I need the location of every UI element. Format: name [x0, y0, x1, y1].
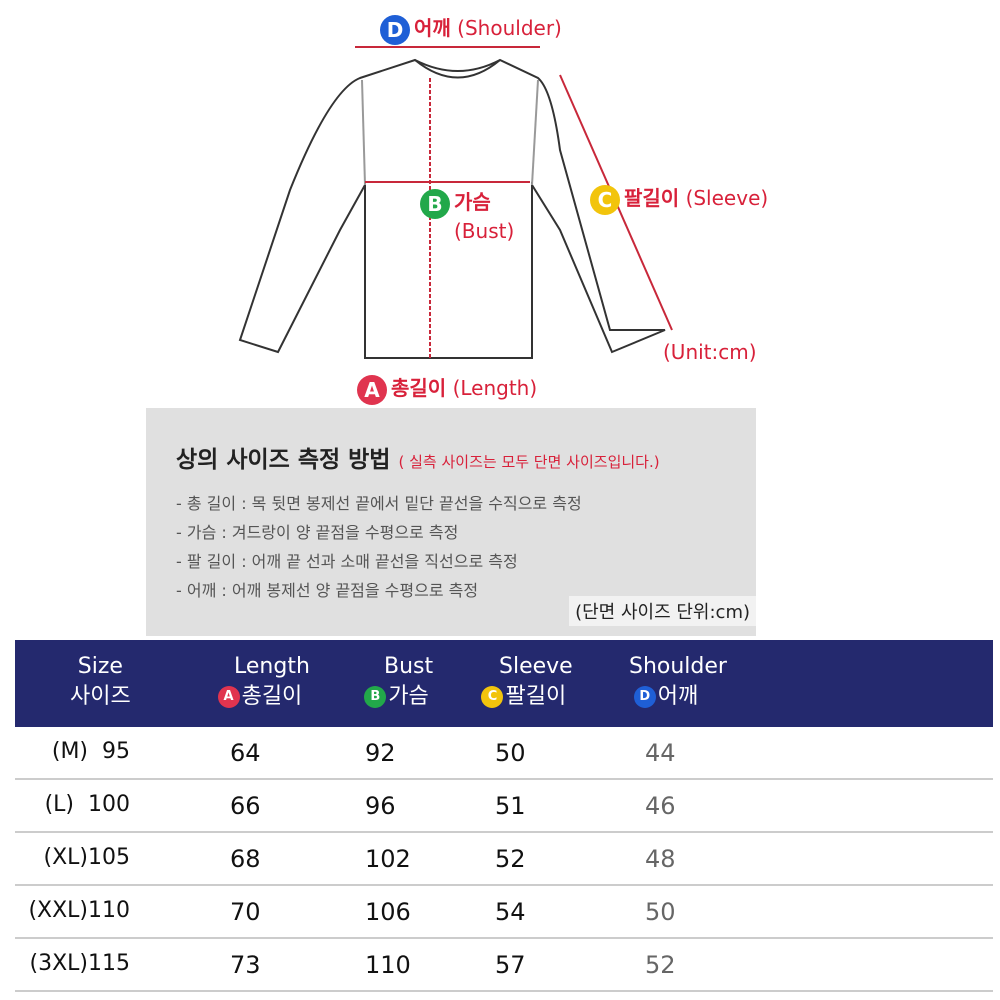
label-sleeve: C 팔길이 (Sleeve) — [590, 182, 768, 215]
table-cell: 96 — [365, 792, 396, 820]
column-header-ko-text: 어깨 — [657, 684, 699, 709]
column-header: Sleeve C 팔길이 — [475, 652, 573, 712]
table-header: Size 사이즈 Length A 총길이 Bust B 가슴 Sleeve C 팔길이 Should… — [15, 640, 993, 727]
table-cell: 57 — [495, 951, 526, 979]
measurement-guide: 상의 사이즈 측정 방법 ( 실측 사이즈는 모두 단면 사이즈입니다.) - … — [146, 408, 756, 636]
step: - 어깨 : 어깨 봉제선 양 끝점을 수평으로 측정 — [176, 581, 479, 600]
column-header: Bust B 가슴 — [360, 652, 433, 712]
column-header-en: Size — [77, 654, 123, 679]
column-header: Shoulder D 어깨 — [605, 652, 727, 712]
table-cell: 68 — [230, 845, 261, 873]
step: - 총 길이 : 목 뒷면 봉제선 끝에서 밑단 끝선을 수직으로 측정 — [176, 494, 582, 513]
column-header-ko: C 팔길이 — [475, 682, 573, 712]
column-header-en: Length — [234, 654, 310, 679]
table-cell: 46 — [645, 792, 676, 820]
label-shoulder: D 어깨 (Shoulder) — [380, 12, 562, 45]
table-cell: 52 — [645, 951, 676, 979]
table-row: (L) 100 66 96 51 46 — [15, 780, 993, 833]
column-header-ko-text: 총길이 — [241, 684, 303, 709]
guide-title: 상의 사이즈 측정 방법 ( 실측 사이즈는 모두 단면 사이즈입니다.) — [176, 447, 660, 473]
table-cell: 52 — [495, 845, 526, 873]
label-length: A 총길이 (Length) — [357, 372, 537, 405]
column-header-ko: B 가슴 — [360, 682, 433, 712]
table-cell: 92 — [365, 739, 396, 767]
column-header: Length A 총길이 — [210, 652, 310, 712]
table-row: (XL)105 68 102 52 48 — [15, 833, 993, 886]
table-cell: 50 — [495, 739, 526, 767]
column-header-en: Shoulder — [629, 654, 727, 679]
column-header-ko: 사이즈 — [70, 682, 131, 712]
column-header: Size 사이즈 — [70, 652, 131, 712]
table-cell: 102 — [365, 845, 411, 873]
table-cell: 73 — [230, 951, 261, 979]
table-row: (XXL)110 70 106 54 50 — [15, 886, 993, 939]
size-table: Size 사이즈 Length A 총길이 Bust B 가슴 Sleeve C 팔길이 Should… — [15, 640, 993, 992]
label-bust: B 가슴 (Bust) — [420, 186, 514, 243]
badge-icon: A — [217, 686, 240, 708]
table-cell: (XXL)110 — [28, 898, 130, 923]
table-cell: 48 — [645, 845, 676, 873]
table-cell: 50 — [645, 898, 676, 926]
column-header-ko-text: 팔길이 — [505, 684, 567, 709]
table-row: (M) 95 64 92 50 44 — [15, 727, 993, 780]
table-cell: 51 — [495, 792, 526, 820]
step: - 팔 길이 : 어깨 끝 선과 소매 끝선을 직선으로 측정 — [176, 552, 518, 571]
table-cell: 66 — [230, 792, 261, 820]
step: - 가슴 : 겨드랑이 양 끝점을 수평으로 측정 — [176, 523, 459, 542]
column-header-en: Sleeve — [499, 654, 573, 679]
badge-icon: D — [633, 686, 656, 708]
column-header-ko: D 어깨 — [605, 682, 727, 712]
badge-icon: B — [364, 686, 387, 708]
table-cell: 70 — [230, 898, 261, 926]
table-row: (3XL)115 73 110 57 52 — [15, 939, 993, 992]
column-header-ko: A 총길이 — [210, 682, 310, 712]
table-cell: 106 — [365, 898, 411, 926]
badge-icon: C — [481, 686, 504, 708]
unit-note: (단면 사이즈 단위:cm) — [569, 596, 756, 626]
table-cell: (XL)105 — [43, 845, 131, 870]
table-cell: 54 — [495, 898, 526, 926]
shirt-outline — [238, 58, 666, 359]
column-header-ko-text: 사이즈 — [70, 684, 131, 709]
table-cell: (L) 100 — [44, 792, 130, 817]
unit-label: (Unit:cm) — [663, 340, 757, 364]
column-header-en: Bust — [384, 654, 434, 679]
table-cell: 64 — [230, 739, 261, 767]
column-header-ko-text: 가슴 — [388, 684, 429, 709]
table-cell: 110 — [365, 951, 411, 979]
table-cell: (3XL)115 — [29, 951, 130, 976]
table-cell: 44 — [645, 739, 676, 767]
table-cell: (M) 95 — [51, 739, 130, 764]
table-body: (M) 95 64 92 50 44 (L) 100 66 96 51 46 (XL)105 68 10… — [15, 727, 993, 992]
